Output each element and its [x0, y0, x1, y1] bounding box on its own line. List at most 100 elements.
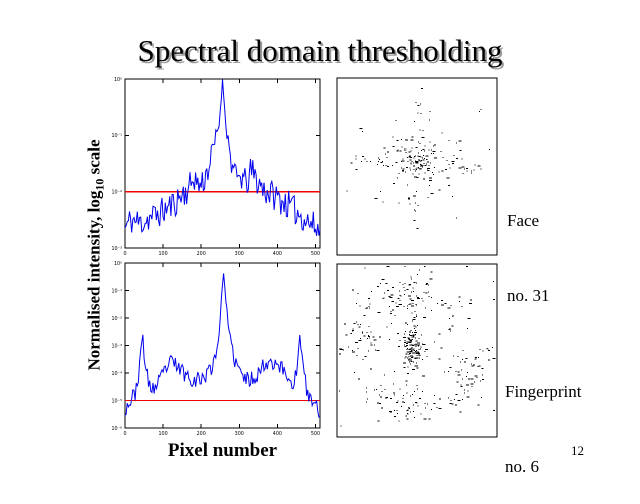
spectral-dot — [410, 162, 412, 164]
spectral-dot — [410, 341, 412, 343]
spectral-dot — [414, 416, 416, 418]
spectral-dot — [428, 284, 430, 286]
spectral-dot — [339, 353, 341, 355]
spectral-dot — [370, 344, 373, 346]
spectral-dot — [458, 140, 462, 142]
spectral-dot — [469, 303, 473, 305]
spectral-dot — [414, 365, 418, 367]
spectral-dot — [382, 201, 384, 203]
spectral-dot — [414, 337, 416, 339]
spectral-dot — [433, 402, 436, 404]
x-tick-label: 100 — [159, 251, 168, 257]
spectral-dot — [417, 344, 421, 346]
spectral-dot — [411, 136, 414, 138]
spectral-dot — [458, 296, 461, 298]
spectral-dot — [391, 301, 394, 303]
spectral-dot — [403, 148, 405, 150]
spectral-dot — [430, 271, 433, 273]
spectral-dot — [413, 349, 415, 351]
spectral-dot — [368, 325, 370, 327]
spectral-dot — [395, 302, 397, 304]
spectral-dot — [422, 300, 424, 302]
spectral-dot — [481, 374, 483, 376]
spectral-dot — [450, 400, 452, 402]
spectral-dot — [431, 297, 433, 299]
x-tick-label: 300 — [235, 251, 244, 257]
spectral-dot — [394, 394, 396, 396]
spectral-dot — [413, 162, 414, 164]
spectral-dot — [359, 305, 361, 307]
spectral-dot — [406, 344, 409, 346]
spectral-dot — [456, 158, 459, 160]
spectral-dot — [422, 317, 426, 319]
spectral-dot — [457, 355, 459, 357]
spectral-dot — [419, 103, 421, 105]
spectral-dot — [408, 358, 410, 360]
spectral-dot — [402, 171, 404, 172]
x-tick-label: 300 — [235, 431, 244, 437]
spectral-dot — [480, 108, 482, 110]
spectral-dot — [418, 269, 420, 271]
spectral-dot — [376, 402, 379, 404]
spectral-dot — [389, 297, 393, 299]
spectral-dot — [412, 335, 414, 337]
spectral-dot — [409, 331, 411, 333]
spectral-dot — [431, 408, 432, 410]
spectral-dot — [411, 160, 413, 162]
spectral-dot — [356, 355, 358, 357]
spectral-dot — [366, 398, 368, 400]
spectral-dot — [395, 305, 399, 307]
spectral-dot — [455, 393, 458, 395]
spectral-dot — [412, 411, 414, 413]
spectral-dot — [413, 291, 415, 292]
spectral-dot — [385, 282, 388, 284]
spectral-dot — [418, 357, 420, 359]
spectral-dot — [493, 299, 495, 301]
spectral-dot — [442, 156, 444, 158]
spectral-dot — [386, 151, 389, 153]
spectral-dot — [404, 401, 406, 403]
spectral-dot — [461, 166, 465, 168]
spectral-dot — [396, 150, 399, 152]
spectral-dot — [403, 305, 405, 307]
spectral-dot — [414, 325, 416, 327]
spectral-dot — [421, 160, 423, 162]
spectral-dot — [423, 291, 425, 293]
spectral-dot — [418, 338, 420, 340]
spectral-dot — [401, 401, 404, 403]
spectral-dot — [368, 350, 370, 352]
spectral-dot — [416, 402, 418, 404]
spectral-dot — [407, 198, 410, 200]
spectral-dot — [467, 390, 469, 392]
spectral-dot — [429, 110, 431, 112]
spectral-dot — [480, 380, 482, 382]
spectral-dot — [386, 397, 389, 399]
spectral-dot — [380, 283, 382, 284]
spectral-dot — [433, 341, 435, 343]
spectral-dot — [341, 349, 343, 350]
spectral-dot — [467, 318, 471, 319]
spectral-dot — [416, 352, 418, 354]
plots-canvas: 0 100 200 300 400 500 10⁰ 10⁻¹ 10⁻² 10⁻³ 0 100 200 3… — [111, 77, 498, 438]
spectral-dot — [386, 166, 389, 167]
spectral-dot — [402, 283, 404, 285]
spectral-dot — [415, 314, 417, 316]
spectral-dot — [363, 315, 366, 316]
spectral-dot — [418, 348, 420, 350]
spectral-dot — [460, 386, 463, 388]
spectral-dot — [392, 165, 393, 167]
spectral-dot — [355, 155, 357, 157]
spectral-dot — [416, 351, 419, 353]
spectral-dot — [456, 217, 458, 219]
spectral-dot — [344, 323, 347, 325]
spectral-dot — [440, 304, 444, 306]
spectral-dot — [451, 325, 454, 327]
spectral-dot — [466, 266, 469, 267]
spectral-dot — [405, 148, 407, 150]
spectral-dot — [368, 336, 371, 338]
spectral-dot — [404, 339, 406, 341]
spectral-dot — [399, 300, 401, 302]
spectral-dot — [482, 379, 484, 380]
y-tick-label: 10⁻¹ — [111, 133, 122, 139]
spectral-dot — [415, 340, 418, 342]
